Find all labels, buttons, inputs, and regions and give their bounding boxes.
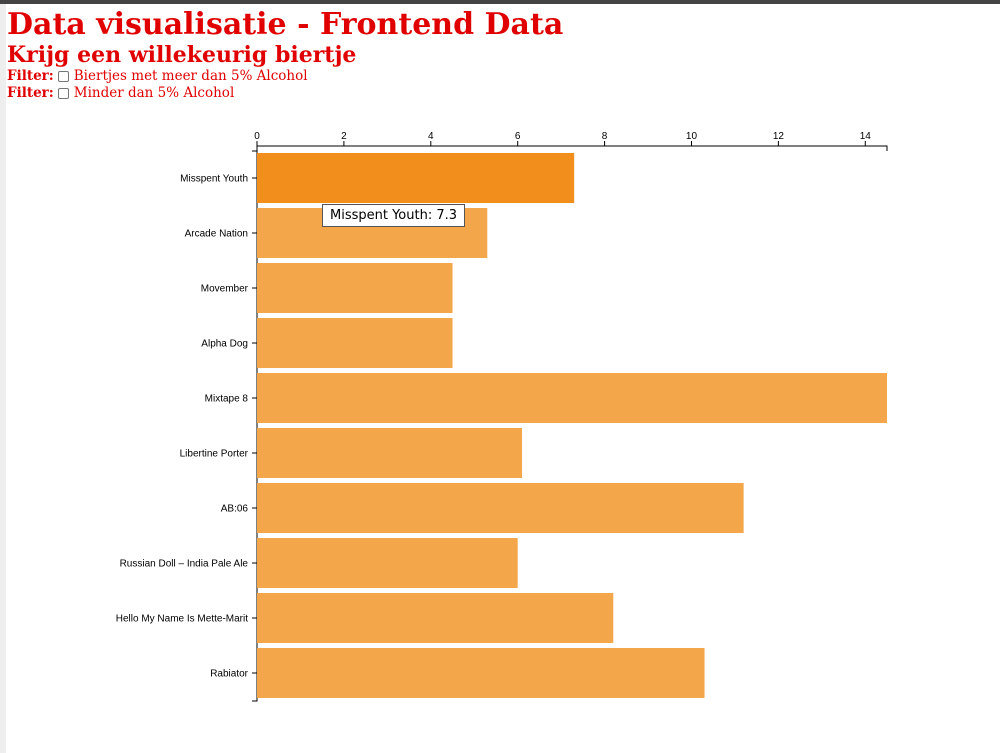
filter-below-5-checkbox[interactable] <box>57 88 69 99</box>
bar[interactable] <box>257 648 705 698</box>
bar[interactable] <box>257 483 744 533</box>
x-tick-label: 8 <box>602 131 608 142</box>
x-tick-label: 4 <box>428 131 434 142</box>
bar[interactable] <box>257 373 887 423</box>
filter-alcohol-below-5: Filter: Minder dan 5% Alcohol <box>7 85 1000 102</box>
page-subtitle: Krijg een willekeurig biertje <box>7 42 357 68</box>
filter-above-5-text: Biertjes met meer dan 5% Alcohol <box>73 68 308 84</box>
y-tick-label: AB:06 <box>221 504 249 515</box>
page-header: Data visualisatie - Frontend Data Krijg … <box>7 8 1000 102</box>
x-axis-line <box>256 145 888 151</box>
bar-chart: 0 2 4 6 8 10 12 14 Misspent Youth Arcade Nation Mo… <box>116 131 888 702</box>
filter-above-5-checkbox[interactable] <box>57 71 69 82</box>
filter-label: Filter: <box>7 68 54 84</box>
y-tick-label: Hello My Name Is Mette-Marit <box>116 614 248 625</box>
filter-below-5-text: Minder dan 5% Alcohol <box>73 85 235 101</box>
bar[interactable] <box>257 428 523 478</box>
bar[interactable] <box>257 153 575 203</box>
x-tick-label: 0 <box>254 131 260 142</box>
x-tick-label: 12 <box>773 131 785 142</box>
y-tick-label: Movember <box>201 284 249 295</box>
y-tick-label: Russian Doll – India Pale Ale <box>120 559 249 570</box>
y-tick-label: Mixtape 8 <box>205 394 249 405</box>
x-tick-label: 14 <box>860 131 872 142</box>
y-tick-label: Libertine Porter <box>180 449 249 460</box>
bar[interactable] <box>257 538 518 588</box>
bar[interactable] <box>257 318 453 368</box>
bar[interactable] <box>257 593 614 643</box>
filter-label: Filter: <box>7 85 54 101</box>
left-rail <box>0 4 6 753</box>
y-axis-line <box>252 150 258 702</box>
page-title: Data visualisatie - Frontend Data <box>7 7 564 42</box>
filter-alcohol-above-5: Filter: Biertjes met meer dan 5% Alcohol <box>7 68 1000 85</box>
x-tick-label: 6 <box>515 131 521 142</box>
x-tick-label: 10 <box>686 131 698 142</box>
y-tick-label: Alpha Dog <box>201 339 248 350</box>
x-tick-label: 2 <box>341 131 347 142</box>
bar-tooltip: Misspent Youth: 7.3 <box>322 204 466 227</box>
y-tick-label: Rabiator <box>210 669 248 680</box>
bar[interactable] <box>257 263 453 313</box>
y-tick-label: Arcade Nation <box>185 229 248 240</box>
y-tick-label: Misspent Youth <box>180 174 248 185</box>
